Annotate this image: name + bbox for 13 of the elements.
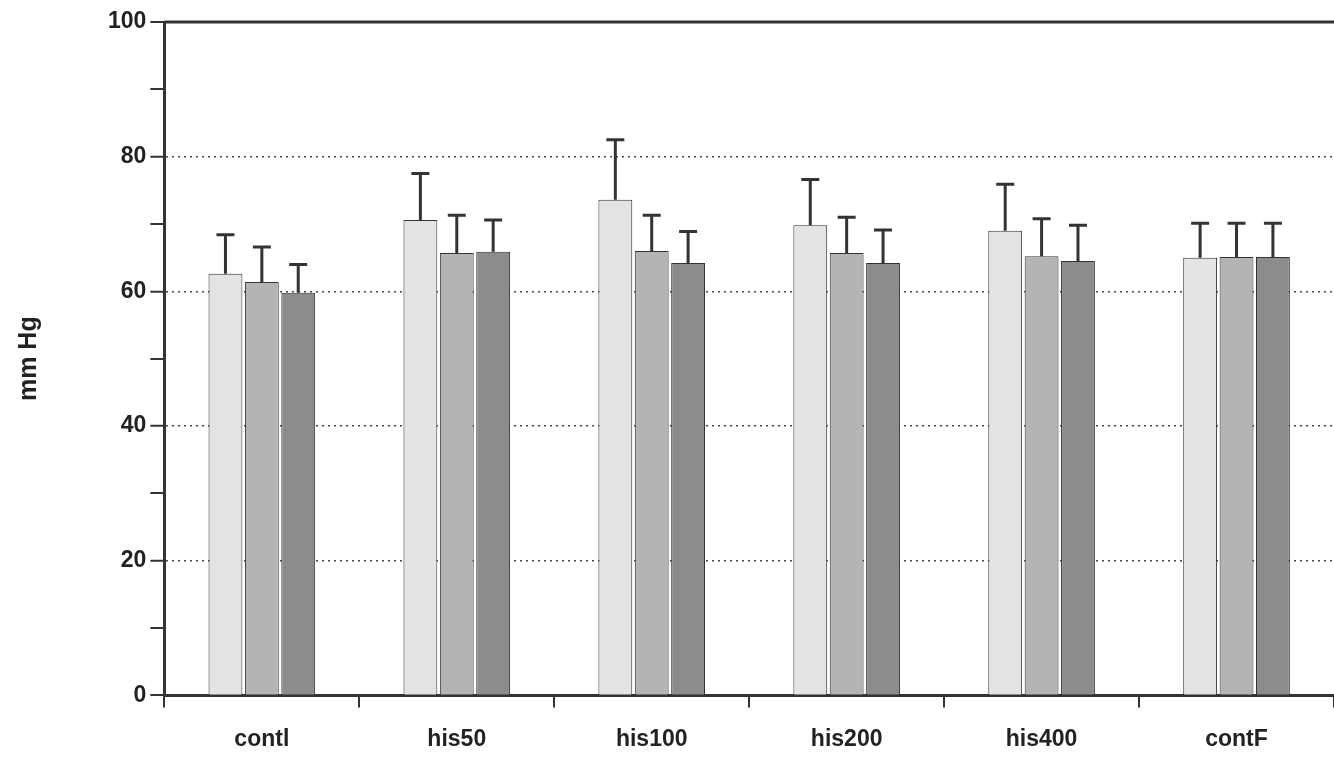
y-tick-label: 100 — [108, 7, 147, 34]
x-tick-label: his100 — [615, 724, 688, 751]
y-tick-label: 0 — [133, 680, 147, 707]
y-tick-label: 40 — [120, 411, 147, 438]
y-tick-label: 20 — [120, 546, 147, 573]
x-tick-label: contl — [234, 724, 290, 751]
y-axis-title: mm Hg — [12, 316, 41, 402]
x-tick-label: his50 — [427, 724, 487, 751]
x-tick-label: contF — [1205, 724, 1268, 751]
y-tick-label: 80 — [120, 142, 147, 169]
y-tick-label: 60 — [120, 276, 147, 303]
x-tick-label: his400 — [1005, 724, 1078, 751]
x-tick-label: his200 — [810, 724, 883, 751]
